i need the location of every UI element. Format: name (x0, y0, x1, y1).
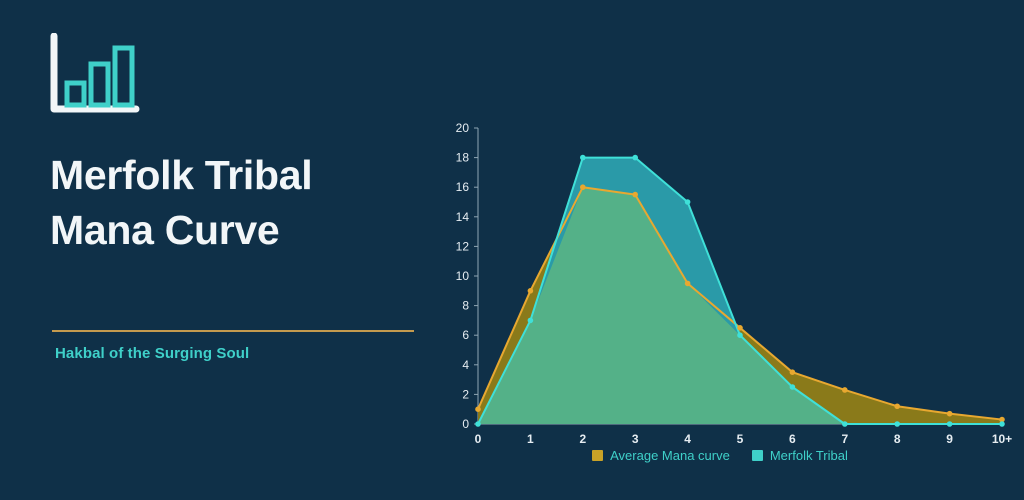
y-axis-label: 6 (462, 328, 469, 342)
legend-label-average-mana-curve: Average Mana curve (610, 448, 730, 463)
legend-item-merfolk-tribal[interactable]: Merfolk Tribal (751, 448, 848, 463)
y-axis-label: 20 (456, 121, 470, 135)
data-point-merfolk-tribal[interactable] (475, 421, 481, 427)
x-axis-label: 6 (789, 432, 796, 446)
data-point-average-mana-curve[interactable] (632, 191, 638, 198)
y-axis-label: 4 (462, 358, 469, 372)
data-point-merfolk-tribal[interactable] (684, 199, 691, 205)
bar-chart-icon (48, 32, 140, 115)
legend-label-merfolk-tribal: Merfolk Tribal (769, 448, 848, 463)
y-axis-label: 18 (456, 151, 470, 165)
data-point-average-mana-curve[interactable] (894, 403, 900, 410)
x-axis-label: 5 (737, 432, 744, 446)
title-line-1: Merfolk Tribal (50, 152, 313, 198)
x-axis-label: 1 (527, 432, 534, 446)
page-title: Merfolk Tribal Mana Curve (50, 148, 400, 257)
x-axis-label: 0 (475, 432, 482, 446)
x-axis-label: 10+ (992, 432, 1012, 446)
data-point-average-mana-curve[interactable] (737, 325, 743, 331)
x-axis-label: 8 (894, 432, 901, 446)
y-axis-label: 2 (462, 387, 469, 401)
y-axis-label: 14 (456, 210, 470, 224)
title-line-2: Mana Curve (50, 206, 280, 253)
data-point-average-mana-curve[interactable] (527, 288, 534, 294)
y-axis-label: 10 (456, 269, 470, 283)
chart-panel: 0 2 4 6 8 10 12 14 16 18 20 0 1 2 3 4 5 6 7 8 9 10+ Average M… (424, 112, 1016, 488)
data-point-merfolk-tribal[interactable] (894, 421, 900, 427)
data-point-merfolk-tribal[interactable] (946, 421, 953, 427)
data-point-average-mana-curve[interactable] (842, 387, 848, 393)
data-point-merfolk-tribal[interactable] (632, 154, 638, 161)
legend-swatch-gold (592, 450, 604, 461)
x-axis-label: 3 (632, 432, 639, 446)
data-point-merfolk-tribal[interactable] (842, 421, 848, 427)
x-axis-label: 9 (946, 432, 953, 446)
y-axis-label: 16 (456, 180, 470, 194)
y-axis-label: 0 (462, 417, 469, 431)
subtitle: Hakbal of the Surging Soul (55, 345, 250, 362)
data-point-average-mana-curve[interactable] (789, 369, 796, 376)
title-divider (52, 330, 414, 332)
data-point-merfolk-tribal[interactable] (527, 317, 534, 324)
y-axis-label: 8 (462, 299, 469, 313)
data-point-average-mana-curve[interactable] (946, 410, 953, 417)
x-axis-label: 2 (579, 432, 586, 446)
data-point-merfolk-tribal[interactable] (580, 154, 586, 161)
data-point-merfolk-tribal[interactable] (737, 332, 743, 338)
area-fill-overlap (478, 187, 1002, 424)
data-point-merfolk-tribal[interactable] (789, 384, 796, 390)
legend-item-average-mana-curve[interactable]: Average Mana curve (592, 448, 730, 463)
x-axis-label: 7 (841, 432, 848, 446)
legend-swatch-teal (751, 450, 763, 461)
chart-legend: Average Mana curve Merfolk Tribal (424, 448, 1016, 463)
data-point-average-mana-curve[interactable] (999, 416, 1005, 423)
data-point-average-mana-curve[interactable] (580, 184, 586, 190)
data-point-average-mana-curve[interactable] (684, 280, 691, 287)
data-point-average-mana-curve[interactable] (475, 406, 481, 413)
x-axis-label: 4 (684, 432, 691, 446)
left-panel: Merfolk Tribal Mana Curve Hakbal of the … (0, 0, 420, 500)
data-point-merfolk-tribal[interactable] (999, 421, 1005, 427)
mana-curve-chart: 0 2 4 6 8 10 12 14 16 18 20 0 1 2 3 4 5 6 7 8 9 10+ (424, 112, 1016, 452)
y-axis-label: 12 (456, 239, 470, 253)
